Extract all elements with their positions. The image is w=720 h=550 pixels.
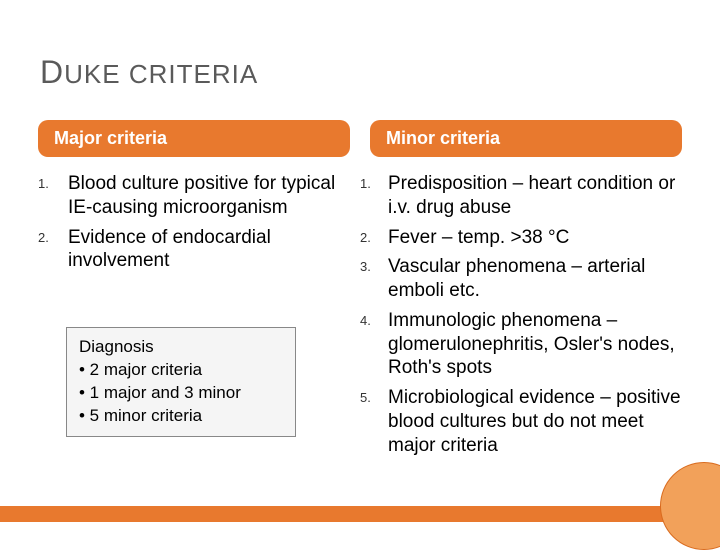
title-space [121, 59, 129, 89]
header-row: Major criteria Minor criteria [38, 120, 682, 157]
diagnosis-title: Diagnosis [79, 336, 283, 359]
major-header: Major criteria [38, 120, 350, 157]
item-number: 2. [38, 226, 68, 274]
decorative-circle-icon [660, 462, 720, 550]
major-column: 1. Blood culture positive for typical IE… [38, 172, 360, 463]
item-number: 5. [360, 386, 388, 457]
list-item: 2. Fever – temp. >38 °C [360, 226, 682, 250]
item-text: Immunologic phenomena – glomerulonephrit… [388, 309, 682, 380]
item-text: Vascular phenomena – arterial emboli etc… [388, 255, 682, 303]
item-text: Microbiological evidence – positive bloo… [388, 386, 682, 457]
diagnosis-line: • 5 minor criteria [79, 405, 283, 428]
item-number: 4. [360, 309, 388, 380]
minor-column: 1. Predisposition – heart condition or i… [360, 172, 682, 463]
diagnosis-line: • 2 major criteria [79, 359, 283, 382]
minor-header: Minor criteria [370, 120, 682, 157]
diagnosis-box: Diagnosis • 2 major criteria • 1 major a… [66, 327, 296, 437]
item-number: 3. [360, 255, 388, 303]
title-uke: UKE [64, 59, 120, 89]
item-number: 1. [38, 172, 68, 220]
list-item: 3. Vascular phenomena – arterial emboli … [360, 255, 682, 303]
item-number: 1. [360, 172, 388, 220]
bottom-accent-bar [0, 506, 720, 522]
item-number: 2. [360, 226, 388, 250]
list-item: 4. Immunologic phenomena – glomeruloneph… [360, 309, 682, 380]
list-item: 1. Predisposition – heart condition or i… [360, 172, 682, 220]
slide-title: DUKE CRITERIA [40, 54, 258, 91]
item-text: Evidence of endocardial involvement [68, 226, 360, 274]
list-item: 5. Microbiological evidence – positive b… [360, 386, 682, 457]
item-text: Fever – temp. >38 °C [388, 226, 569, 250]
content-row: 1. Blood culture positive for typical IE… [38, 172, 682, 463]
list-item: 1. Blood culture positive for typical IE… [38, 172, 360, 220]
list-item: 2. Evidence of endocardial involvement [38, 226, 360, 274]
diagnosis-line: • 1 major and 3 minor [79, 382, 283, 405]
title-cap-d: D [40, 54, 64, 90]
title-criteria: CRITERIA [129, 59, 258, 89]
item-text: Blood culture positive for typical IE-ca… [68, 172, 360, 220]
item-text: Predisposition – heart condition or i.v.… [388, 172, 682, 220]
